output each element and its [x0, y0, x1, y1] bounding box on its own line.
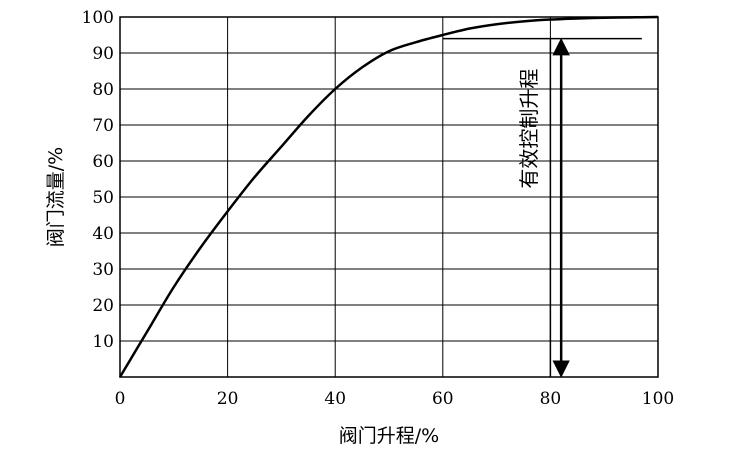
y-tick-label: 40	[92, 224, 114, 244]
reference-lines	[442, 37, 642, 378]
y-tick-label: 80	[92, 80, 114, 100]
y-tick-label: 60	[92, 152, 114, 172]
series-layer	[118, 15, 659, 378]
x-tick-label: 100	[642, 389, 674, 409]
y-axis-label: 阀门流量/%	[45, 147, 67, 247]
x-axis-label: 阀门升程/%	[339, 425, 439, 447]
plot-frame	[119, 16, 659, 378]
y-tick-label: 70	[92, 116, 114, 136]
x-tick-label: 60	[432, 389, 454, 409]
x-tick-labels: 0 20 40 60 80 100	[115, 389, 675, 409]
x-tick-label: 20	[217, 389, 239, 409]
series-line-0	[118, 15, 659, 378]
y-tick-label: 20	[92, 296, 114, 316]
y-tick-label: 100	[82, 8, 114, 28]
y-tick-label: 50	[92, 188, 114, 208]
x-tick-label: 0	[115, 389, 126, 409]
x-tick-label: 80	[540, 389, 562, 409]
x-tick-label: 40	[324, 389, 346, 409]
y-tick-label: 30	[92, 260, 114, 280]
y-tick-labels: 10 20 30 40 50 60 70 80 90 100	[82, 8, 114, 352]
effective-lift-annotation: 有效控制升程	[517, 69, 541, 189]
y-tick-label: 10	[92, 332, 114, 352]
y-tick-label: 90	[92, 44, 114, 64]
grid-lines	[120, 17, 658, 377]
